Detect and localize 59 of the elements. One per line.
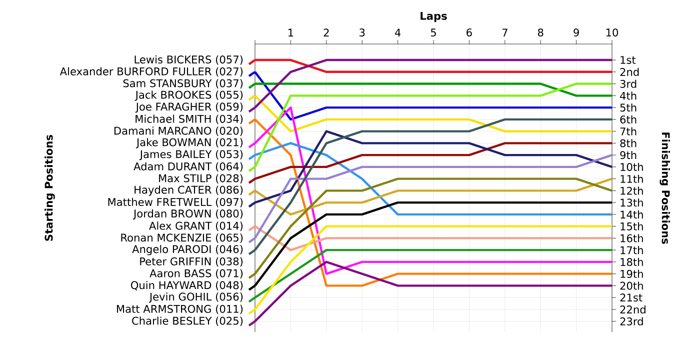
x-axis-title: Laps xyxy=(420,12,447,22)
legend-label: James BAILEY (053) xyxy=(139,150,243,160)
y2-tick-label: 21st xyxy=(620,294,642,302)
y2-tick-label: 9th xyxy=(620,150,636,160)
y2-tick-label: 10th xyxy=(620,162,643,172)
x-tick-label: 10 xyxy=(606,28,618,36)
legend-label: Max STILP (028) xyxy=(159,174,243,184)
y2-tick-label: 7th xyxy=(620,127,636,136)
legend-label: Joe FARAGHER (059) xyxy=(135,102,243,113)
text: Damani MARCANO (020) xyxy=(114,126,243,136)
legend-label: Lewis BICKERS (057) xyxy=(134,55,243,65)
x-tick-label: 2 xyxy=(324,28,329,36)
y2-tick-label: 18th xyxy=(620,258,643,266)
y2-tick-label: 12th xyxy=(620,186,643,195)
y2-tick-label: 13th xyxy=(620,198,643,207)
text: Jordan BROWN (080) xyxy=(132,209,243,220)
y2-tick-label: 16th xyxy=(620,234,643,242)
x-tick-label: 5 xyxy=(430,28,436,36)
legend-label: Matt ARMSTRONG (011) xyxy=(116,304,243,314)
x-tick-label: 6 xyxy=(466,28,472,36)
legend-label: Alexander BURFORD FULLER (027) xyxy=(60,67,243,77)
y2-tick-label: 22nd xyxy=(620,305,646,314)
y2-tick-label: 4th xyxy=(620,92,636,100)
y2-tick-label: 6th xyxy=(620,115,636,124)
legend-label: Hayden CATER (086) xyxy=(134,186,243,196)
x-tick-label: 4 xyxy=(394,28,401,36)
legend-label: Adam DURANT (064) xyxy=(134,162,243,172)
y2-tick-label: 19th xyxy=(620,270,643,278)
y2-tick-label: 8th xyxy=(620,139,636,148)
x-tick-label: 7 xyxy=(502,28,508,36)
legend-label: Michael SMITH (034) xyxy=(136,114,243,124)
y2-axis-title: Finishing Positions xyxy=(660,132,670,244)
legend-label: Ronan MCKENZIE (065) xyxy=(121,233,243,243)
legend-label: Angelo PARODI (046) xyxy=(132,244,243,256)
legend-label: Sam STANSBURY (037) xyxy=(123,79,243,88)
x-tick-label: 3 xyxy=(360,28,365,36)
y2-tick-label: 20th xyxy=(620,282,643,290)
y2-tick-label: 15th xyxy=(620,222,643,230)
x-tick-label: 8 xyxy=(538,28,544,36)
text: Peter GRIFFIN (038) xyxy=(140,257,243,267)
y2-tick-label: 3rd xyxy=(620,80,636,88)
legend-label: Quin HAYWARD (048) xyxy=(130,280,243,290)
y2-tick-label: 17th xyxy=(620,246,643,254)
y2-tick-label: 11th xyxy=(620,174,643,183)
y2-tick-label: 2nd xyxy=(620,68,639,76)
legend-label: Charlie BESLEY (025) xyxy=(132,316,243,326)
legend-label: Jack BROOKES (055) xyxy=(134,90,243,101)
legend-label: Jevin GOHIL (056) xyxy=(148,292,243,303)
legend-label: Matthew FRETWELL (097) xyxy=(108,198,243,208)
y2-tick-label: 1st xyxy=(620,56,636,64)
y2-tick-label: 5th xyxy=(620,103,636,112)
legend-label: Aaron BASS (071) xyxy=(150,269,243,279)
legend-label: Alex GRANT (014) xyxy=(149,222,243,232)
legend-label: Jake BOWMAN (021) xyxy=(136,138,243,148)
x-tick-label: 9 xyxy=(574,28,579,36)
y2-tick-label: 23rd xyxy=(620,317,643,326)
y2-tick-label: 14th xyxy=(620,210,643,218)
text: Starting Positions xyxy=(44,134,55,241)
x-tick-label: 1 xyxy=(288,28,294,36)
